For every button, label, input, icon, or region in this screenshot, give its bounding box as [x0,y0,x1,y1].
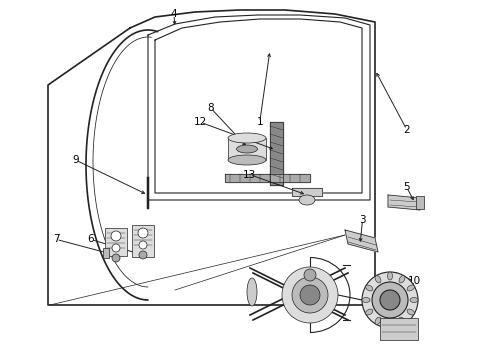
Circle shape [111,231,121,241]
Circle shape [304,269,316,281]
Polygon shape [225,174,310,182]
Text: 5: 5 [403,182,410,192]
Polygon shape [345,230,378,252]
Text: 7: 7 [53,234,60,244]
FancyBboxPatch shape [103,248,109,258]
Circle shape [139,251,147,259]
Circle shape [139,241,147,249]
Ellipse shape [362,297,370,302]
Circle shape [138,228,148,238]
Text: 3: 3 [359,215,366,225]
Ellipse shape [410,297,418,302]
Ellipse shape [399,317,405,324]
FancyBboxPatch shape [132,225,154,257]
Text: 11: 11 [395,303,409,313]
Ellipse shape [247,278,257,306]
Ellipse shape [228,133,266,143]
Text: 6: 6 [87,234,94,244]
Ellipse shape [237,145,257,153]
Ellipse shape [388,320,392,328]
Ellipse shape [299,195,315,205]
Ellipse shape [228,155,266,165]
Polygon shape [388,195,420,210]
Ellipse shape [407,285,415,291]
Circle shape [282,267,338,323]
Text: 2: 2 [403,125,410,135]
Circle shape [292,277,328,313]
Ellipse shape [388,272,392,280]
Ellipse shape [375,275,381,283]
Circle shape [372,282,408,318]
FancyBboxPatch shape [416,196,424,209]
Text: 9: 9 [73,155,79,165]
Ellipse shape [375,317,381,324]
Ellipse shape [366,309,373,315]
Text: 12: 12 [194,117,208,127]
FancyBboxPatch shape [105,228,127,256]
Text: 4: 4 [171,9,177,19]
Circle shape [380,290,400,310]
Polygon shape [270,122,283,185]
Circle shape [300,285,320,305]
Circle shape [362,272,418,328]
Polygon shape [292,188,322,196]
Ellipse shape [407,309,415,315]
Ellipse shape [399,275,405,283]
Circle shape [112,254,120,262]
Ellipse shape [366,285,373,291]
FancyBboxPatch shape [380,318,418,340]
Text: 8: 8 [207,103,214,113]
FancyBboxPatch shape [228,138,266,160]
Text: 13: 13 [243,170,257,180]
Circle shape [112,244,120,252]
Text: 1: 1 [256,117,263,127]
Text: 10: 10 [408,276,420,286]
